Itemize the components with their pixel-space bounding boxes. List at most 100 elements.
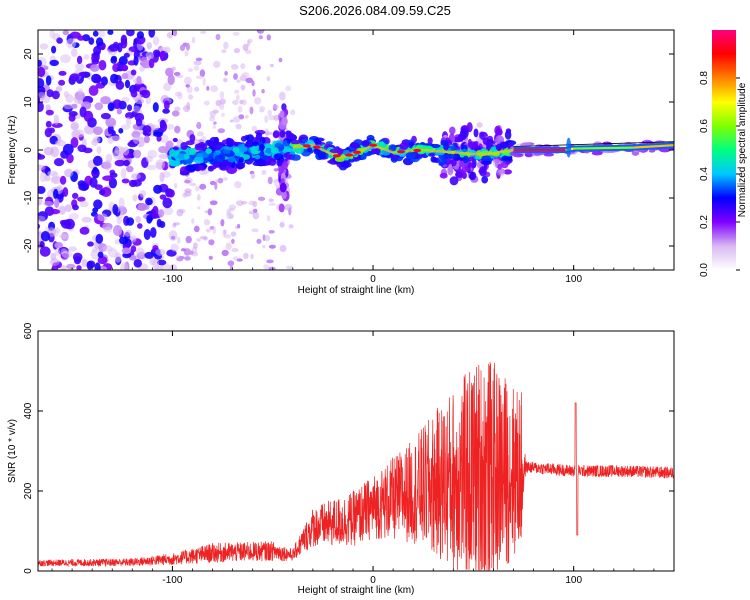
noise-cell [126, 165, 134, 173]
noise-cell [120, 262, 129, 270]
noise-cell [449, 176, 459, 186]
noise-cell [447, 165, 454, 176]
noise-cell [455, 171, 464, 179]
noise-cell [94, 74, 102, 84]
noise-cell [236, 258, 243, 262]
noise-cell [76, 265, 82, 270]
noise-cell [244, 114, 249, 119]
noise-cell [100, 112, 111, 120]
noise-cell [217, 128, 225, 134]
signal-cell [337, 148, 343, 156]
noise-cell [122, 146, 130, 156]
noise-cell [272, 104, 280, 110]
noise-cell [97, 213, 108, 222]
noise-cell [233, 73, 238, 80]
noise-cell [118, 56, 128, 66]
noise-cell [137, 223, 143, 229]
noise-cell [264, 235, 271, 242]
noise-cell [95, 233, 104, 244]
noise-cell [73, 95, 84, 104]
noise-cell [81, 258, 88, 267]
noise-cell [107, 124, 114, 135]
noise-cell [130, 245, 137, 253]
x-tick-label: 0 [370, 575, 376, 586]
noise-cell [152, 205, 159, 216]
noise-cell [112, 204, 119, 215]
noise-cell [145, 197, 153, 206]
noise-cell [200, 30, 207, 34]
signal-cell [371, 148, 379, 154]
y-tick-label: 0 [23, 147, 34, 153]
colorbar-gradient [712, 30, 736, 270]
noise-cell [108, 43, 120, 52]
noise-cell [268, 115, 276, 121]
noise-cell [124, 79, 131, 89]
noise-cell [136, 31, 144, 39]
signal-cell [254, 159, 266, 164]
noise-cell [268, 244, 276, 249]
x-tick-label: 0 [370, 274, 376, 285]
noise-cell [176, 257, 184, 262]
noise-cell [520, 142, 532, 149]
noise-cell [221, 249, 229, 257]
noise-cell [46, 89, 54, 98]
noise-cell [96, 146, 102, 155]
noise-cell [201, 135, 207, 142]
noise-cell [45, 109, 54, 116]
noise-cell [72, 204, 79, 211]
signal-cell [226, 166, 238, 175]
signal-cell [207, 142, 215, 147]
noise-cell [166, 32, 174, 39]
noise-cell [182, 192, 188, 198]
noise-cell [194, 86, 200, 92]
noise-cell [90, 249, 101, 260]
signal-cell [211, 142, 223, 151]
noise-cell [222, 176, 228, 181]
signal-cell [274, 142, 282, 148]
noise-cell [135, 216, 141, 223]
snr-xlabel: Height of straight line (km) [298, 585, 415, 596]
chart-title: S206.2026.084.09.59.C25 [299, 3, 451, 18]
noise-cell [144, 251, 154, 259]
snr-y-ticks: 0 200 400 600 [23, 322, 674, 574]
signal-cell [307, 147, 313, 153]
noise-cell [205, 228, 211, 233]
noise-cell [121, 247, 131, 255]
noise-cell [54, 248, 61, 256]
noise-cell [114, 252, 122, 263]
signal-cell [172, 137, 178, 143]
noise-cell [256, 238, 262, 244]
noise-cell [230, 64, 239, 70]
steady-tone-line [573, 146, 634, 150]
noise-cell [174, 106, 181, 112]
noise-cell [221, 49, 227, 54]
signal-cell [226, 140, 234, 148]
noise-cell [60, 54, 71, 63]
noise-cell [209, 110, 216, 118]
noise-cell [87, 241, 94, 247]
noise-cell [152, 245, 159, 251]
noise-cell [461, 166, 470, 173]
noise-cell [237, 105, 243, 113]
signal-cell [301, 138, 308, 143]
noise-cell [45, 75, 52, 86]
signal-cell [388, 144, 397, 153]
noise-cell [220, 219, 225, 227]
signal-cell [408, 141, 415, 147]
snr-series-line [38, 361, 674, 571]
noise-cell [65, 94, 74, 103]
noise-cell [38, 215, 46, 223]
noise-cell [208, 239, 215, 246]
signal-cell [291, 154, 301, 161]
noise-cell [92, 207, 99, 213]
noise-cell [193, 225, 200, 233]
signal-cell [172, 146, 179, 151]
noise-cell [184, 179, 191, 184]
signal-cell [259, 143, 265, 152]
noise-cell [202, 77, 206, 86]
noise-cell [199, 170, 207, 176]
signal-cell [270, 145, 277, 154]
noise-cell [248, 210, 256, 215]
noise-cell [88, 85, 99, 96]
noise-cell [70, 121, 80, 131]
